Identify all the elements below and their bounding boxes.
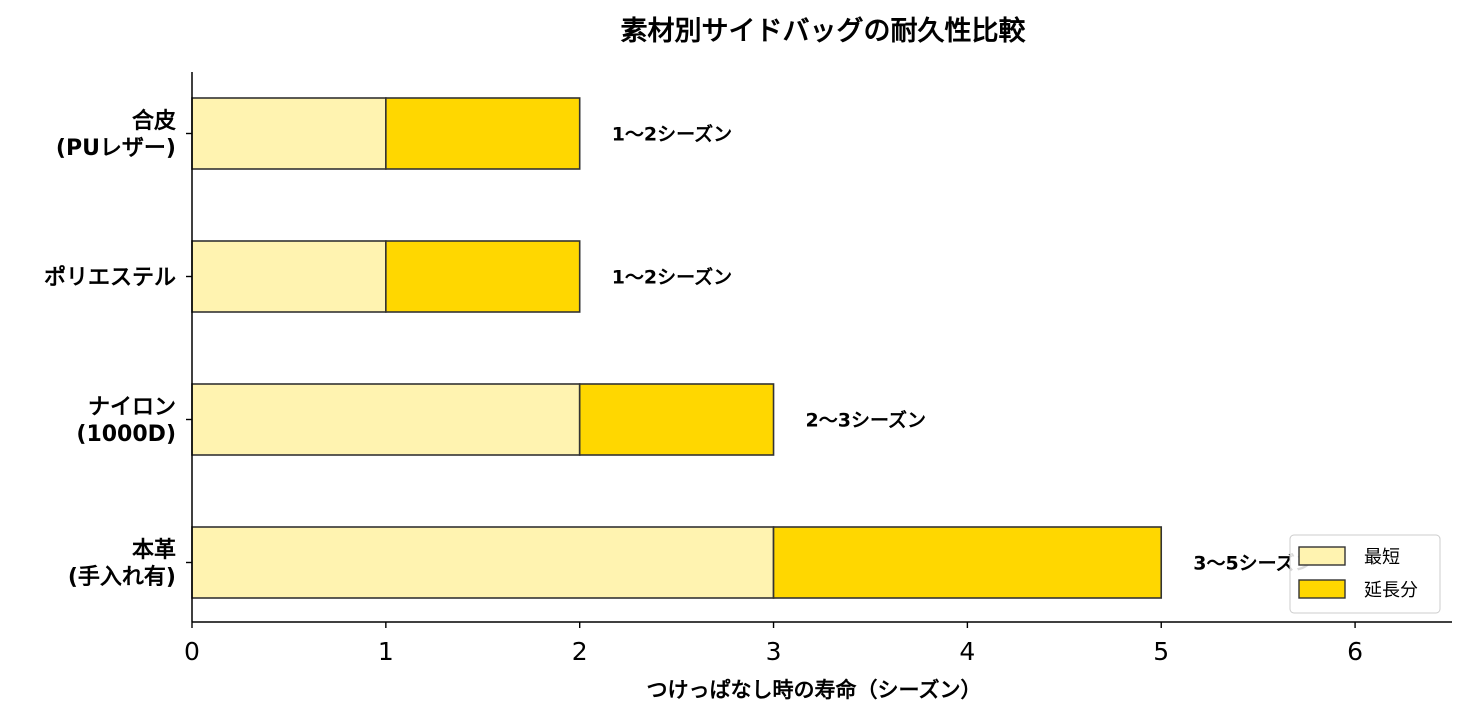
legend-swatch [1298, 546, 1346, 566]
bar-segment [578, 383, 775, 456]
category-label: ナイロン(1000D) [76, 395, 176, 447]
category-label: 本革(手入れ有) [68, 538, 176, 590]
bar-segment [191, 383, 581, 456]
bar-segment [772, 526, 1163, 599]
category-label-line: (手入れ有) [68, 564, 176, 590]
category-label-line: (1000D) [76, 422, 176, 447]
category-label: ポリエステル [44, 265, 176, 291]
category-label: 合皮(PUレザー) [56, 108, 176, 161]
x-tick-label: 4 [959, 637, 975, 666]
category-label-line: ナイロン [88, 395, 176, 420]
bar-segment [191, 526, 775, 599]
bar-data-label: 1〜2シーズン [612, 266, 733, 289]
legend-label: 延長分 [1364, 580, 1418, 601]
bar-data-label: 2〜3シーズン [806, 409, 927, 432]
legend-label: 最短 [1364, 547, 1400, 568]
bar-data-label: 1〜2シーズン [612, 123, 733, 146]
bar-segment [191, 240, 387, 313]
category-label-line: 合皮 [132, 108, 176, 134]
x-tick-label: 2 [572, 637, 588, 666]
x-tick-label: 3 [766, 637, 782, 666]
chart-title: 素材別サイドバッグの耐久性比較 [621, 15, 1027, 47]
x-tick-label: 5 [1153, 637, 1169, 666]
bar-segment [385, 97, 581, 170]
category-label-line: (PUレザー) [56, 136, 176, 161]
category-label-line: 本革 [132, 538, 176, 563]
x-axis-title: つけっぱなし時の寿命（シーズン） [647, 678, 982, 702]
bars-group [191, 97, 1163, 599]
axes-group [191, 72, 1452, 623]
x-tick-label: 6 [1347, 637, 1363, 666]
x-tick-label: 0 [184, 637, 200, 666]
x-tick-label: 1 [378, 637, 394, 666]
bar-segment [385, 240, 581, 313]
bar-data-label: 3〜5シーズン [1193, 552, 1314, 575]
data-labels-group: 1〜2シーズン 1〜2シーズン 2〜3シーズン 3〜5シーズン [612, 123, 1314, 575]
ticks-group: 0 1 2 3 4 5 6 [184, 132, 1363, 666]
category-label-line: ポリエステル [44, 265, 176, 291]
legend-swatch [1298, 579, 1346, 599]
bar-segment [191, 97, 387, 170]
